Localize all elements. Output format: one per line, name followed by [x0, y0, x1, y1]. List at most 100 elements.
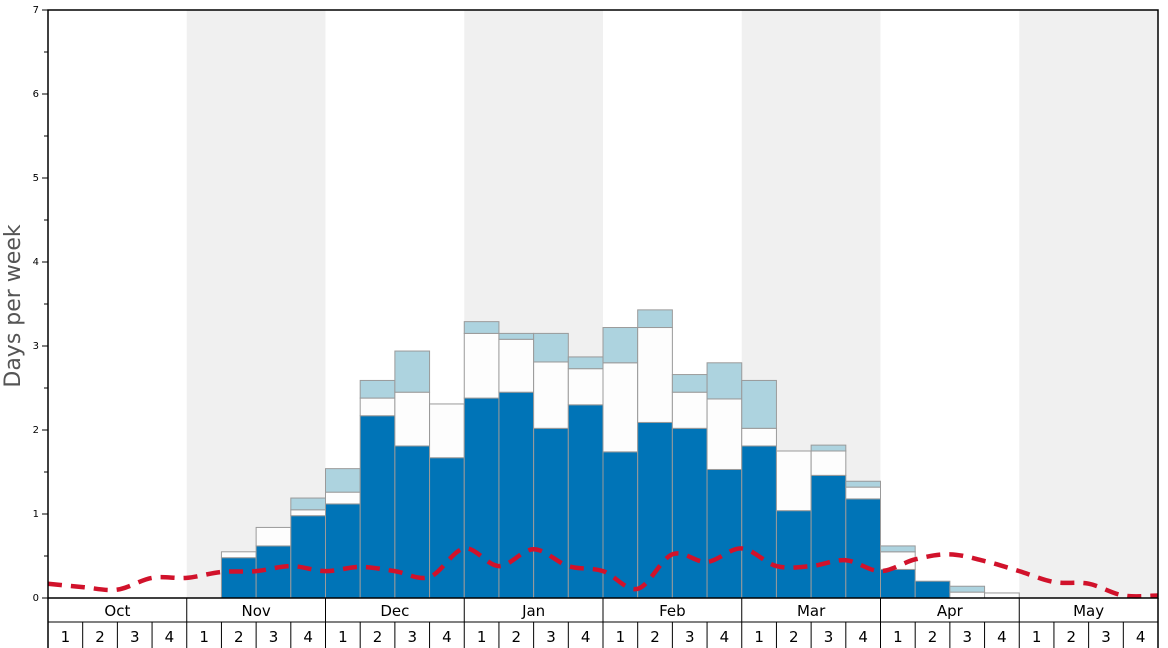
bar-week-14-light	[498, 332, 535, 340]
bar-week-12-dark	[429, 457, 465, 599]
week-label: 1	[61, 628, 71, 646]
month-label-oct: Oct	[104, 602, 130, 620]
week-label: 4	[581, 628, 591, 646]
x-axis-table: Oct 1 2 3 4 Nov 1 2 3 4 Dec 1 2 3 4 Jan 1 2 3 4 Feb 1 2 3 4 Mar 1 2…	[47, 598, 1159, 648]
bar-week-17-light	[602, 327, 639, 364]
bar-week-20-dark	[706, 468, 743, 599]
bar-stacks	[220, 309, 1020, 599]
y-tick-label: 4	[33, 257, 39, 268]
y-tick-label: 7	[33, 5, 39, 16]
week-label: 2	[928, 628, 938, 646]
bar-week-27-white	[949, 591, 986, 599]
week-label: 3	[130, 628, 140, 646]
week-label: 3	[546, 628, 556, 646]
week-label: 3	[962, 628, 972, 646]
month-label-jan: Jan	[521, 602, 545, 620]
average-line-layer	[47, 546, 1159, 599]
bar-week-8-white	[290, 509, 326, 517]
bar-week-23-white	[810, 450, 847, 476]
y-tick-label: 3	[33, 341, 39, 352]
week-label: 1	[199, 628, 209, 646]
month-label-nov: Nov	[241, 602, 270, 620]
bar-week-22-dark	[775, 510, 812, 599]
bar-week-19-light	[671, 374, 708, 393]
bar-week-27-light	[949, 585, 986, 593]
bar-week-16-white	[567, 368, 604, 406]
bar-week-18-light	[637, 309, 673, 329]
week-label: 1	[477, 628, 487, 646]
bar-week-28-white	[984, 592, 1020, 599]
bar-week-25-light	[880, 545, 916, 553]
y-tick-label: 6	[33, 89, 39, 100]
bar-week-15-dark	[533, 427, 569, 599]
week-label: 1	[1032, 628, 1042, 646]
week-label: 4	[303, 628, 313, 646]
week-label: 1	[338, 628, 348, 646]
week-label: 2	[789, 628, 799, 646]
bar-week-20-light	[706, 362, 743, 400]
week-label: 1	[893, 628, 903, 646]
y-tick-label: 5	[33, 173, 39, 184]
bar-week-17-dark	[602, 451, 639, 599]
week-label: 2	[234, 628, 244, 646]
week-label: 2	[512, 628, 522, 646]
bar-week-25-dark	[880, 568, 916, 599]
bar-week-24-dark	[845, 498, 881, 599]
week-label: 4	[1136, 628, 1146, 646]
bar-week-10-white	[359, 397, 396, 417]
bar-week-26-dark	[914, 580, 951, 599]
bar-week-9-light	[325, 468, 361, 493]
bar-week-18-white	[637, 327, 673, 423]
week-label: 3	[685, 628, 695, 646]
bar-week-23-light	[810, 444, 847, 452]
week-label: 4	[858, 628, 868, 646]
month-label-dec: Dec	[380, 602, 409, 620]
bar-week-12-white	[429, 403, 465, 459]
week-label: 4	[442, 628, 452, 646]
bar-week-11-light	[394, 350, 431, 393]
average-dashed-line	[47, 546, 1159, 599]
bar-week-24-light	[845, 480, 881, 488]
bar-week-20-white	[706, 398, 743, 470]
week-label: 3	[1101, 628, 1111, 646]
bar-week-6-white	[220, 551, 257, 559]
y-tick-label: 0	[33, 593, 39, 604]
bar-week-8-dark	[290, 515, 326, 599]
week-label: 4	[720, 628, 730, 646]
bar-week-8-light	[290, 497, 326, 511]
y-axis-label: Days per week	[1, 224, 26, 387]
bar-week-21-light	[741, 379, 777, 429]
week-label: 3	[824, 628, 834, 646]
bar-week-9-dark	[325, 503, 361, 599]
month-band-may	[1019, 10, 1158, 598]
y-tick-label: 1	[33, 509, 39, 520]
week-label: 2	[650, 628, 660, 646]
month-label-feb: Feb	[659, 602, 686, 620]
week-label: 1	[754, 628, 764, 646]
week-label: 4	[997, 628, 1007, 646]
bar-week-19-dark	[671, 427, 708, 599]
bar-week-14-dark	[498, 391, 535, 599]
bar-week-24-white	[845, 486, 881, 500]
bar-week-22-white	[775, 450, 812, 512]
week-label: 2	[373, 628, 383, 646]
bar-week-13-white	[463, 332, 500, 399]
bar-week-17-white	[602, 362, 639, 453]
bar-week-9-white	[325, 491, 361, 505]
bar-week-13-light	[463, 321, 500, 334]
bar-week-7-white	[255, 526, 292, 547]
bar-week-10-light	[359, 379, 396, 399]
week-label: 2	[95, 628, 105, 646]
bar-week-15-light	[533, 332, 569, 363]
bar-week-16-light	[567, 356, 604, 370]
bar-week-14-white	[498, 338, 535, 393]
bar-week-13-dark	[463, 397, 500, 599]
month-label-mar: Mar	[797, 602, 826, 620]
bar-week-21-dark	[741, 445, 777, 599]
week-label: 3	[407, 628, 417, 646]
month-label-apr: Apr	[937, 602, 964, 620]
month-label-may: May	[1073, 602, 1104, 620]
week-label: 1	[616, 628, 626, 646]
bar-week-15-white	[533, 361, 569, 429]
bar-week-11-white	[394, 391, 431, 447]
